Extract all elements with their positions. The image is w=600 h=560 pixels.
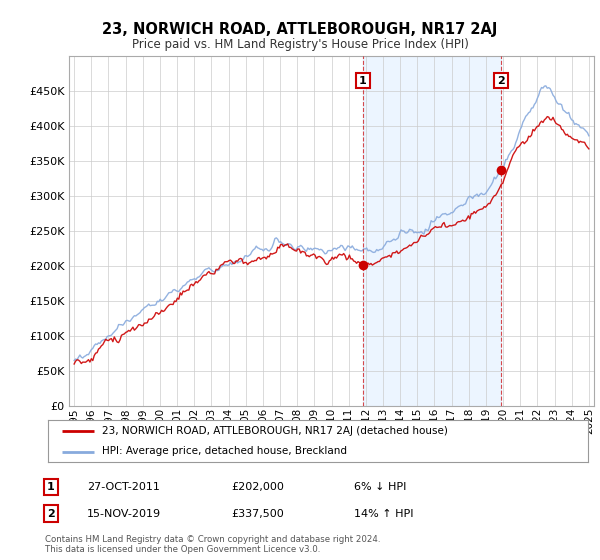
Text: HPI: Average price, detached house, Breckland: HPI: Average price, detached house, Brec… <box>102 446 347 456</box>
Text: 1: 1 <box>359 76 367 86</box>
Text: 14% ↑ HPI: 14% ↑ HPI <box>354 508 413 519</box>
Text: £337,500: £337,500 <box>231 508 284 519</box>
Text: 1: 1 <box>47 482 55 492</box>
Text: 23, NORWICH ROAD, ATTLEBOROUGH, NR17 2AJ: 23, NORWICH ROAD, ATTLEBOROUGH, NR17 2AJ <box>103 22 497 38</box>
Text: 2: 2 <box>497 76 505 86</box>
Bar <box>363 56 501 406</box>
Text: 23, NORWICH ROAD, ATTLEBOROUGH, NR17 2AJ (detached house): 23, NORWICH ROAD, ATTLEBOROUGH, NR17 2AJ… <box>102 426 448 436</box>
Text: 6% ↓ HPI: 6% ↓ HPI <box>354 482 406 492</box>
Text: Price paid vs. HM Land Registry's House Price Index (HPI): Price paid vs. HM Land Registry's House … <box>131 38 469 50</box>
Text: 27-OCT-2011: 27-OCT-2011 <box>87 482 160 492</box>
Text: 2: 2 <box>47 508 55 519</box>
Text: Contains HM Land Registry data © Crown copyright and database right 2024.
This d: Contains HM Land Registry data © Crown c… <box>45 535 380 554</box>
Text: 15-NOV-2019: 15-NOV-2019 <box>87 508 161 519</box>
Text: £202,000: £202,000 <box>231 482 284 492</box>
